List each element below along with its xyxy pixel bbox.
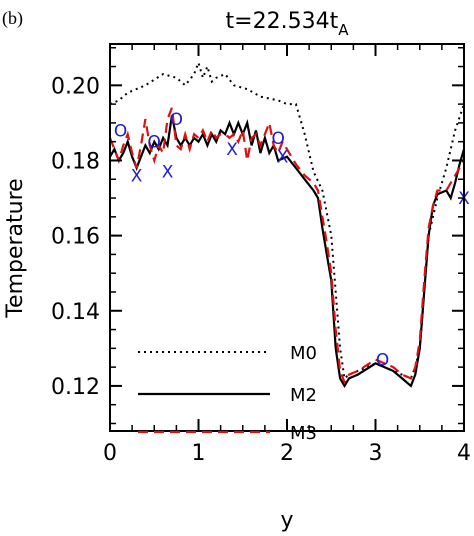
x-marker: X [131, 167, 143, 187]
legend-label-m0: M0 [290, 343, 317, 364]
series-line-m3 [108, 107, 465, 385]
y-tick-label: 0.14 [51, 300, 100, 325]
chart-title-sub: A [338, 21, 349, 39]
series-line-m2 [109, 115, 466, 389]
y-tick-label: 0.20 [51, 74, 100, 99]
chart-title: t=22.534tA [226, 9, 350, 39]
y-tick-label: 0.18 [51, 149, 100, 174]
x-tick-label: 2 [280, 441, 294, 466]
legend-label-m3: M3 [290, 423, 317, 444]
o-marker: O [114, 121, 127, 141]
x-axis-label: y [280, 508, 293, 533]
plot-frame [109, 43, 465, 432]
series-line-m0 [109, 59, 465, 381]
o-marker: O [148, 133, 161, 153]
y-tick-label: 0.16 [51, 225, 100, 250]
panel-label: (b) [2, 8, 23, 29]
x-marker: X [226, 140, 238, 160]
x-marker: X [162, 163, 174, 183]
axis-ticks: 0 1 2 3 4 0.12 0.14 0.16 0.18 0.20 [51, 44, 471, 466]
legend-label-m2: M2 [290, 385, 317, 406]
legend: M0 M2 M3 [138, 343, 317, 444]
y-tick-label: 0.12 [51, 375, 100, 400]
x-tick-label: 0 [103, 441, 117, 466]
o-marker: O [170, 110, 183, 130]
chart-title-main: t=22.534t [226, 9, 339, 34]
y-axis-label: Temperature [3, 178, 28, 318]
o-marker: O [271, 129, 284, 149]
x-marker: X [277, 148, 289, 168]
o-marker: O [376, 351, 389, 371]
x-tick-label: 4 [457, 441, 471, 466]
x-tick-label: 3 [369, 441, 383, 466]
x-tick-label: 1 [192, 441, 206, 466]
